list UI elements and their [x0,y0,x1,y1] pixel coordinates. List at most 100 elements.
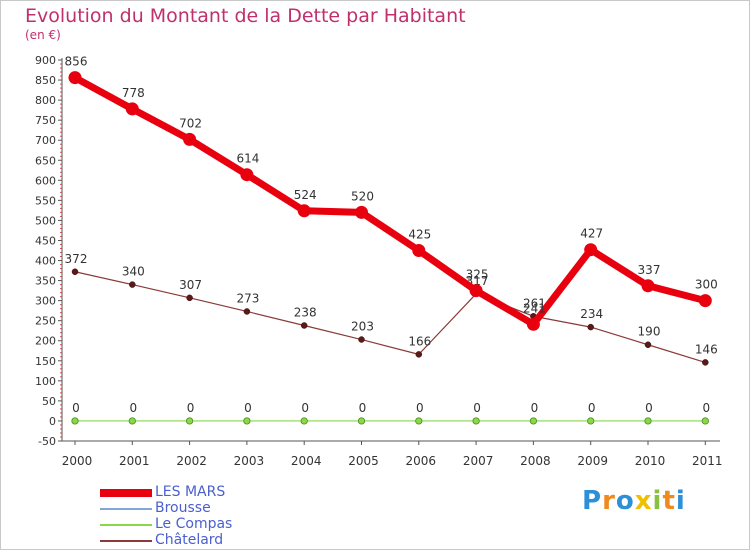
le-compas-data-label: 0 [645,401,653,415]
le-compas-data-label: 0 [531,401,539,415]
les-mars-point [412,244,426,257]
chatelard-line [74,271,706,363]
le-compas-data-label: 0 [72,401,80,415]
chatelard-data-label: 372 [65,252,88,266]
chatelard-data-label: 166 [408,334,431,348]
y-tick-label: 100 [35,375,56,388]
legend-swatch [100,508,152,510]
les-mars-data-label: 427 [580,227,603,241]
le-compas-point [128,417,136,425]
y-tick-label: 250 [35,315,56,328]
y-tick-label: 900 [35,54,56,67]
chatelard-point [587,323,594,331]
le-compas-point [472,417,480,425]
x-tick-label: 2001 [119,454,150,468]
chatelard-data-label: 273 [236,291,259,305]
le-compas-point [71,417,79,425]
legend-item: Châtelard [100,532,300,549]
y-tick-label: -50 [38,435,56,448]
logo-letter: P [582,486,603,516]
le-compas-point [644,417,652,425]
chatelard-point [702,359,709,366]
legend-label: Le Compas [155,516,233,532]
les-mars-data-label: 325 [466,268,489,282]
chatelard-data-label: 340 [122,265,145,279]
legend-swatch [100,524,152,526]
y-tick-label: 600 [35,174,56,187]
le-compas-point [300,417,308,425]
y-tick-label: 550 [35,194,56,207]
y-tick-label: 300 [35,295,56,308]
legend-swatch [100,540,152,542]
logo-letter: o [615,486,635,516]
chatelard-point [186,294,193,302]
les-mars-line [71,74,709,328]
y-tick-label: 750 [35,114,56,127]
chatelard-point [243,308,251,315]
chatelard-point [129,281,136,288]
le-compas-data-label: 0 [129,401,137,415]
le-compas-data-label: 0 [187,401,195,415]
chatelard-data-label: 234 [580,307,603,321]
les-mars-point [698,294,712,308]
les-mars-point [297,204,311,218]
chatelard-point [415,351,423,358]
x-tick-label: 2005 [348,454,379,468]
legend-label: LES MARS [155,484,226,500]
legend-item: Brousse [100,500,300,517]
logo-letter: t [662,486,676,516]
le-compas-data-label: 0 [416,401,424,415]
chatelard-data-label: 146 [695,342,718,356]
chart-title: Evolution du Montant de la Dette par Hab… [25,5,466,27]
chatelard-point [71,268,79,276]
y-tick-label: 650 [35,154,56,167]
logo-letter: i [652,486,663,516]
x-tick-label: 2009 [577,454,608,468]
le-compas-data-label: 0 [588,401,596,415]
y-tick-label: 0 [49,415,56,428]
y-tick-label: 800 [35,94,56,107]
x-tick-label: 2011 [692,454,723,468]
x-tick-label: 2007 [463,454,494,468]
les-mars-data-label: 778 [122,86,145,100]
les-mars-point [68,71,82,85]
le-compas-point [186,417,194,425]
les-mars-data-label: 520 [351,189,374,203]
chatelard-data-label: 261 [523,296,546,310]
les-mars-point [183,132,197,146]
le-compas-point [243,417,251,425]
chatelard-data-label: 307 [179,278,202,292]
x-tick-label: 2008 [520,454,551,468]
les-mars-point [526,317,540,331]
le-compas-point [415,417,423,425]
chatelard-point [644,341,652,348]
le-compas-data-label: 0 [244,401,252,415]
logo-letter: r [602,486,616,516]
les-mars-point [125,102,139,116]
les-mars-data-label: 524 [294,188,317,202]
le-compas-point [529,417,538,425]
le-compas-data-label: 0 [473,401,481,415]
y-tick-label: 200 [35,335,56,348]
les-mars-point [240,168,254,182]
les-mars-point [355,205,368,219]
les-mars-data-label: 337 [638,263,661,277]
le-compas-point [701,417,709,425]
chart-subtitle: (en €) [25,28,61,42]
les-mars-data-label: 241 [523,301,546,315]
y-tick-label: 500 [35,214,56,227]
x-tick-label: 2000 [62,454,93,468]
les-mars-data-label: 702 [179,116,202,130]
legend-item: Le Compas [100,516,300,533]
y-tick-label: 450 [35,234,56,247]
y-tick-label: 50 [42,395,56,408]
les-mars-data-label: 425 [408,228,431,242]
x-tick-label: 2003 [234,454,265,468]
le-compas-data-label: 0 [702,401,710,415]
y-tick-label: 850 [35,74,56,87]
x-tick-label: 2002 [176,454,207,468]
y-tick-label: 350 [35,275,56,288]
chatelard-point [358,336,365,343]
chatelard-data-label: 190 [638,325,661,339]
